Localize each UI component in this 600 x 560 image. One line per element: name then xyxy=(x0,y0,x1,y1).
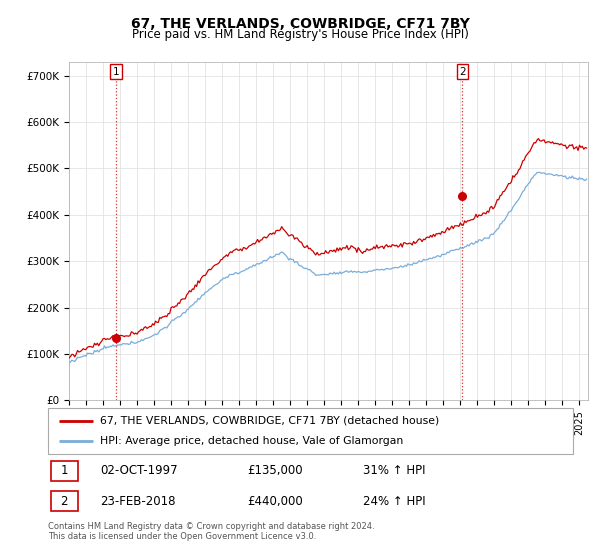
Text: £135,000: £135,000 xyxy=(248,464,303,477)
Text: Contains HM Land Registry data © Crown copyright and database right 2024.
This d: Contains HM Land Registry data © Crown c… xyxy=(48,522,374,542)
Text: 67, THE VERLANDS, COWBRIDGE, CF71 7BY (detached house): 67, THE VERLANDS, COWBRIDGE, CF71 7BY (d… xyxy=(101,416,440,426)
FancyBboxPatch shape xyxy=(48,408,573,454)
Text: Price paid vs. HM Land Registry's House Price Index (HPI): Price paid vs. HM Land Registry's House … xyxy=(131,28,469,41)
Text: 2: 2 xyxy=(61,494,68,507)
Text: 24% ↑ HPI: 24% ↑ HPI xyxy=(363,494,425,507)
Text: 1: 1 xyxy=(112,67,119,77)
Text: 2: 2 xyxy=(459,67,466,77)
Text: £440,000: £440,000 xyxy=(248,494,303,507)
Text: 31% ↑ HPI: 31% ↑ HPI xyxy=(363,464,425,477)
Text: 1: 1 xyxy=(61,464,68,477)
Text: 67, THE VERLANDS, COWBRIDGE, CF71 7BY: 67, THE VERLANDS, COWBRIDGE, CF71 7BY xyxy=(131,17,469,31)
FancyBboxPatch shape xyxy=(50,491,78,511)
Text: 02-OCT-1997: 02-OCT-1997 xyxy=(101,464,178,477)
Text: HPI: Average price, detached house, Vale of Glamorgan: HPI: Average price, detached house, Vale… xyxy=(101,436,404,446)
FancyBboxPatch shape xyxy=(50,460,78,481)
Text: 23-FEB-2018: 23-FEB-2018 xyxy=(101,494,176,507)
